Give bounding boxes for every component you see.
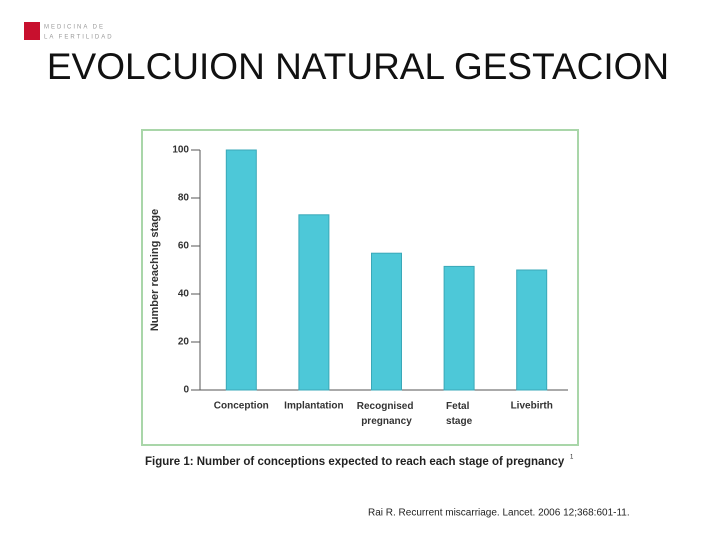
y-axis-label: Number reaching stage	[149, 209, 161, 331]
x-tick-label: Conception	[214, 401, 269, 412]
bar	[371, 252, 402, 391]
logo-text: MEDICINA DE	[44, 25, 105, 31]
y-tick-label: 80	[178, 193, 190, 204]
x-tick-label: Fetal stage	[446, 401, 473, 427]
bar	[298, 214, 330, 391]
chart-frame	[141, 129, 579, 446]
slide-title: EVOLCUION NATURAL GESTACION	[47, 46, 669, 87]
bar	[516, 269, 548, 391]
citation: Rai R. Recurrent miscarriage. Lancet. 20…	[368, 508, 630, 519]
y-tick-label: 0	[183, 385, 189, 396]
y-tick-label: 100	[172, 145, 189, 156]
x-tick-label: Implantation	[284, 401, 343, 412]
logo-mark	[24, 22, 40, 40]
y-tick-label: 60	[178, 241, 190, 252]
y-tick-label: 40	[178, 289, 190, 300]
logo-text: LA FERTILIDAD	[44, 35, 114, 41]
caption-superscript: 1	[570, 455, 574, 461]
chart-caption: Figure 1: Number of conceptions expected…	[145, 456, 565, 468]
x-tick-label: Livebirth	[511, 401, 553, 412]
bar	[443, 265, 475, 391]
x-tick-label: Recognised pregnancy	[357, 401, 416, 427]
y-tick-label: 20	[178, 337, 190, 348]
bar	[225, 149, 257, 391]
